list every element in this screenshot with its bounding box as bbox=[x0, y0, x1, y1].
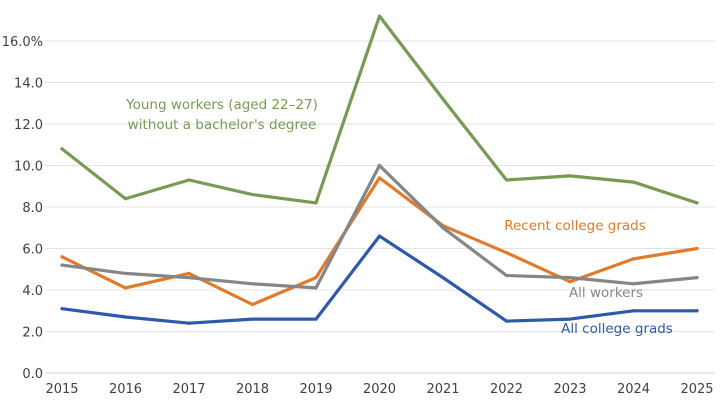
series-label-3: All college grads bbox=[561, 321, 673, 337]
data-point bbox=[123, 271, 128, 275]
data-point bbox=[377, 163, 382, 168]
x-tick-label: 2017 bbox=[172, 382, 205, 397]
data-point bbox=[504, 178, 509, 182]
series-lines bbox=[60, 14, 699, 325]
data-point bbox=[314, 317, 318, 321]
data-point bbox=[441, 275, 445, 280]
data-point bbox=[123, 315, 128, 319]
data-point bbox=[60, 263, 64, 267]
y-tick-label: 0.0 bbox=[22, 367, 43, 382]
data-point bbox=[187, 178, 191, 182]
data-point bbox=[187, 275, 191, 280]
data-point bbox=[504, 273, 509, 278]
data-point bbox=[441, 97, 445, 101]
y-tick-label: 4.0 bbox=[22, 284, 43, 299]
data-point bbox=[187, 271, 191, 275]
data-point bbox=[314, 201, 318, 205]
x-tick-label: 2015 bbox=[45, 382, 78, 397]
series-label-2: All workers bbox=[569, 285, 643, 301]
data-point bbox=[187, 321, 191, 325]
series-label-0: Young workers (aged 22–27) bbox=[125, 97, 318, 113]
data-point bbox=[631, 309, 636, 313]
data-point bbox=[504, 319, 509, 323]
data-point bbox=[377, 234, 382, 238]
data-point bbox=[60, 255, 64, 259]
x-tick-label: 2025 bbox=[680, 382, 713, 397]
data-point bbox=[250, 192, 255, 197]
data-point bbox=[631, 257, 636, 261]
data-point bbox=[377, 176, 382, 180]
x-tick-label: 2016 bbox=[109, 382, 142, 397]
data-point bbox=[314, 286, 318, 290]
data-point bbox=[695, 246, 699, 251]
data-point bbox=[504, 251, 509, 255]
x-axis-ticks: 2015 2016 2017 2018 2019 2020 2021 2022 2023 2024… bbox=[45, 382, 713, 397]
data-point bbox=[695, 275, 699, 280]
data-point bbox=[314, 275, 318, 280]
data-point bbox=[60, 307, 64, 311]
data-point bbox=[60, 147, 64, 151]
x-tick-label: 2019 bbox=[299, 382, 332, 397]
data-point bbox=[695, 309, 699, 313]
y-tick-label: 2.0 bbox=[22, 326, 43, 341]
data-point bbox=[441, 226, 445, 230]
x-tick-label: 2024 bbox=[617, 382, 650, 397]
y-axis-ticks: 0.0 2.0 4.0 6.0 8.0 10.0 12.0 14.0 16.0% bbox=[2, 35, 43, 382]
y-tick-label: 6.0 bbox=[22, 243, 43, 258]
y-tick-label: 8.0 bbox=[22, 201, 43, 216]
data-point bbox=[123, 197, 128, 201]
y-tick-label: 14.0 bbox=[14, 77, 43, 92]
series-label-0: without a bachelor's degree bbox=[128, 117, 317, 133]
data-point bbox=[695, 201, 699, 205]
series-label-1: Recent college grads bbox=[504, 218, 646, 234]
y-tick-label: 12.0 bbox=[14, 118, 43, 133]
data-point bbox=[568, 280, 572, 284]
series-labels: Young workers (aged 22–27) without a bach… bbox=[125, 97, 673, 337]
x-tick-label: 2022 bbox=[490, 382, 523, 397]
data-point bbox=[568, 275, 572, 280]
x-tick-label: 2023 bbox=[553, 382, 586, 397]
x-tick-label: 2021 bbox=[426, 382, 459, 397]
data-point bbox=[568, 317, 572, 321]
data-point bbox=[631, 282, 636, 286]
y-tick-label: 16.0% bbox=[2, 35, 43, 50]
data-point bbox=[631, 180, 636, 184]
x-tick-label: 2018 bbox=[236, 382, 269, 397]
data-point bbox=[568, 174, 572, 178]
data-point bbox=[250, 302, 255, 307]
y-tick-label: 10.0 bbox=[14, 160, 43, 175]
x-tick-label: 2020 bbox=[363, 382, 396, 397]
data-point bbox=[250, 317, 255, 321]
data-point bbox=[123, 286, 128, 290]
data-point bbox=[377, 14, 382, 18]
data-point bbox=[250, 282, 255, 286]
